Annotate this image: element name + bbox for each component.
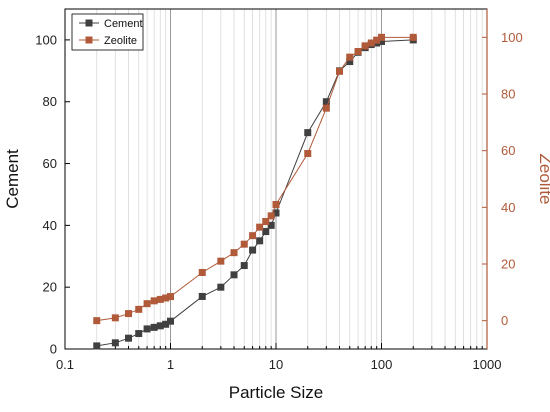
data-point-zeolite	[198, 269, 206, 276]
data-point-cement	[378, 37, 385, 45]
y-left-tick-label: 0	[50, 342, 57, 357]
data-point-cement	[322, 98, 330, 106]
data-point-zeolite	[367, 39, 375, 47]
y-right-tick-label: 20	[501, 257, 515, 272]
y-axis-title-left: Cement	[3, 149, 22, 209]
y-left-tick-label: 80	[43, 94, 57, 109]
data-point-zeolite	[150, 297, 158, 305]
data-point-zeolite	[167, 293, 174, 301]
series	[93, 33, 417, 350]
data-point-cement	[111, 339, 119, 347]
data-point-cement	[125, 334, 133, 342]
y-right-tick-label: 80	[501, 87, 515, 102]
y-right-tick-label: 100	[501, 30, 523, 45]
y-axis-title-right: Zeolite	[536, 153, 550, 204]
data-point-zeolite	[156, 295, 164, 303]
y-left-tick-label: 40	[43, 218, 57, 233]
data-point-zeolite	[135, 305, 143, 313]
legend: Cement Zeolite	[71, 13, 144, 51]
data-point-zeolite	[378, 33, 385, 41]
data-point-cement	[262, 228, 270, 236]
data-point-cement	[267, 221, 275, 229]
data-point-cement	[346, 58, 354, 66]
data-point-cement	[156, 322, 164, 330]
data-point-zeolite	[256, 223, 264, 231]
data-point-cement	[272, 209, 280, 217]
series-line-zeolite	[96, 36, 414, 322]
grid-lines	[64, 9, 483, 349]
data-point-zeolite	[267, 212, 275, 220]
legend-marker-zeolite	[85, 36, 93, 44]
data-point-zeolite	[361, 42, 369, 50]
data-point-zeolite	[249, 232, 257, 240]
series-line-cement	[96, 39, 414, 347]
data-point-cement	[93, 342, 101, 350]
data-point-zeolite	[111, 314, 119, 322]
data-point-zeolite	[304, 150, 312, 157]
data-point-cement	[249, 246, 257, 254]
data-point-cement	[143, 325, 151, 333]
data-point-zeolite	[346, 53, 354, 61]
data-point-zeolite	[230, 249, 238, 257]
data-point-zeolite	[217, 257, 225, 265]
data-point-cement	[198, 292, 206, 300]
data-point-zeolite	[336, 67, 344, 75]
x-tick-label: 100	[371, 357, 393, 372]
data-point-cement	[135, 330, 143, 338]
x-tick-label: 0.1	[56, 357, 74, 372]
y-right-tick-label: 60	[501, 143, 515, 158]
y-left-tick-label: 20	[43, 280, 57, 295]
data-point-cement	[256, 237, 264, 245]
legend-label-zeolite: Zeolite	[104, 35, 137, 47]
x-tick-label: 1	[167, 357, 174, 372]
data-point-zeolite	[322, 104, 330, 112]
data-point-zeolite	[272, 201, 280, 208]
legend-marker-cement	[85, 19, 93, 27]
data-point-cement	[150, 323, 158, 331]
data-point-zeolite	[143, 300, 151, 308]
data-point-cement	[167, 317, 174, 325]
data-point-cement	[240, 262, 248, 270]
y-left-tick-label: 100	[35, 32, 57, 47]
data-point-zeolite	[125, 310, 133, 318]
data-point-cement	[304, 129, 312, 137]
data-point-cement	[230, 271, 238, 279]
legend-box	[71, 13, 144, 51]
data-point-cement	[162, 320, 170, 328]
y-right-tick-label: 0	[501, 313, 508, 328]
data-point-zeolite	[373, 36, 381, 44]
y-right-tick-label: 40	[501, 200, 515, 215]
data-point-zeolite	[262, 218, 270, 225]
data-point-zeolite	[354, 48, 362, 55]
data-point-cement	[217, 283, 225, 291]
data-point-zeolite	[409, 33, 417, 41]
data-point-zeolite	[162, 294, 170, 302]
x-tick-label: 1000	[473, 357, 502, 372]
y-left-tick-label: 60	[43, 156, 57, 171]
legend-label-cement: Cement	[104, 18, 143, 30]
data-point-zeolite	[240, 240, 248, 248]
x-tick-label: 10	[269, 357, 283, 372]
x-axis-title: Particle Size	[229, 383, 323, 402]
data-point-zeolite	[93, 317, 101, 325]
